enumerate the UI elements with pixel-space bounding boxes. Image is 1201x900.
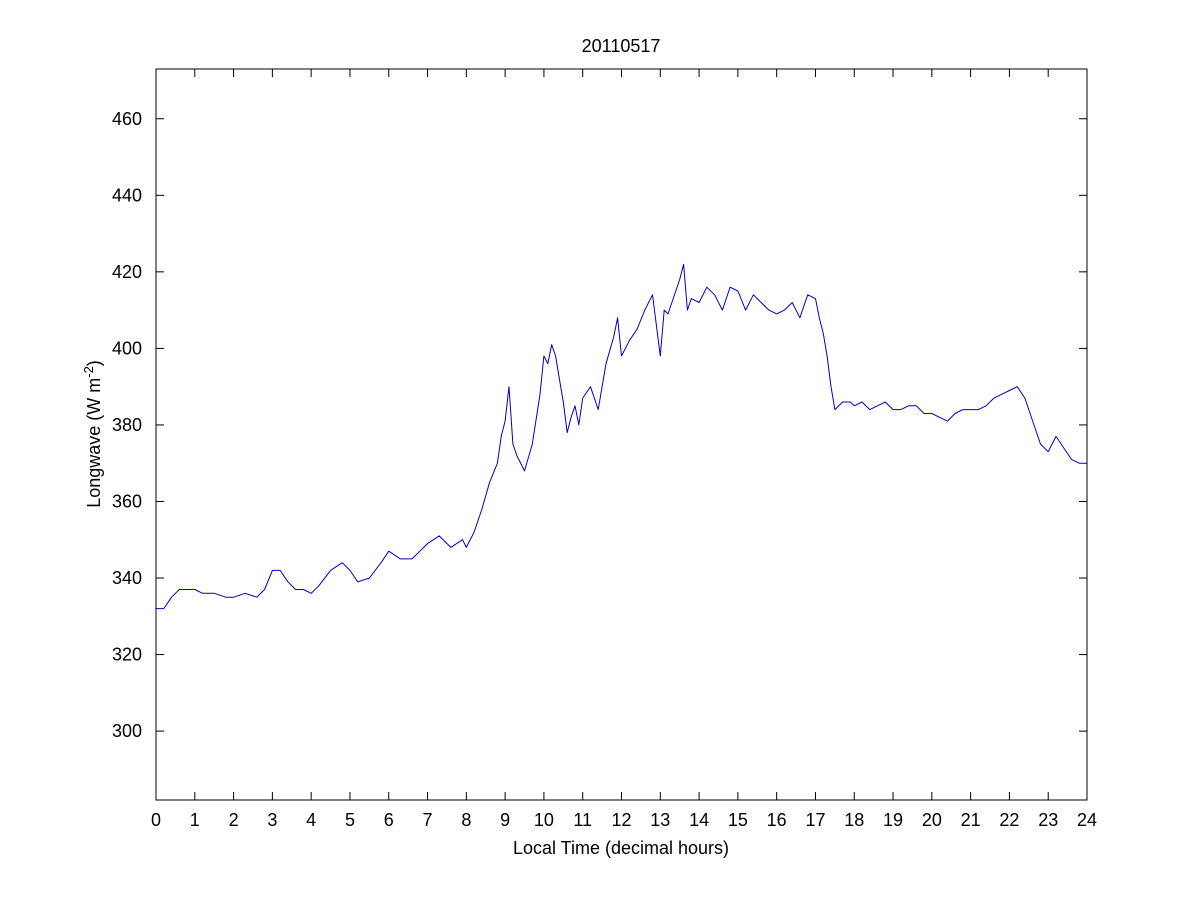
- ticks: 0 1 2 3 4 5 6 7 8 9 10 11 12 13 14 15 16 17 18 19 20 21 22 23 24…: [112, 69, 1097, 830]
- x-axis-label: Local Time (decimal hours): [513, 838, 729, 858]
- x-tick-label: 17: [805, 810, 825, 830]
- x-tick-label: 6: [384, 810, 394, 830]
- x-tick-label: 18: [844, 810, 864, 830]
- y-axis-label-close: ): [84, 360, 104, 366]
- x-tick-label: 12: [611, 810, 631, 830]
- y-axis-label: Longwave (W m-2): [81, 360, 104, 508]
- y-tick-label: 340: [112, 568, 142, 588]
- x-tick-label: 3: [267, 810, 277, 830]
- x-tick-label: 8: [461, 810, 471, 830]
- x-tick-label: 14: [689, 810, 709, 830]
- y-tick-label: 460: [112, 109, 142, 129]
- y-tick-label: 360: [112, 491, 142, 511]
- y-tick-label: 320: [112, 645, 142, 665]
- y-tick-label: 420: [112, 262, 142, 282]
- x-tick-label: 2: [229, 810, 239, 830]
- y-axis-label-superscript: -2: [81, 366, 96, 378]
- x-tick-label: 1: [190, 810, 200, 830]
- plot-frame: [155, 68, 1088, 801]
- x-tick-label: 9: [500, 810, 510, 830]
- x-tick-label: 23: [1038, 810, 1058, 830]
- x-tick-label: 19: [883, 810, 903, 830]
- y-tick-label: 440: [112, 185, 142, 205]
- x-tick-label: 24: [1077, 810, 1097, 830]
- y-axis-label-main: Longwave (W m: [84, 378, 104, 508]
- x-tick-label: 16: [767, 810, 787, 830]
- x-tick-label: 20: [922, 810, 942, 830]
- x-tick-label: 11: [573, 810, 592, 830]
- y-tick-label: 400: [112, 338, 142, 358]
- series-layer: [156, 263, 1087, 610]
- x-tick-label: 0: [151, 810, 161, 830]
- x-tick-label: 22: [999, 810, 1019, 830]
- x-tick-label: 15: [728, 810, 748, 830]
- y-tick-label: 380: [112, 415, 142, 435]
- x-tick-label: 5: [345, 810, 355, 830]
- series-line-0: [156, 263, 1087, 610]
- x-tick-label: 21: [961, 810, 981, 830]
- x-tick-label: 10: [534, 810, 554, 830]
- y-tick-label: 300: [112, 721, 142, 741]
- chart-title: 20110517: [582, 36, 661, 56]
- x-tick-label: 4: [306, 810, 316, 830]
- x-tick-label: 7: [423, 810, 433, 830]
- x-tick-label: 13: [650, 810, 670, 830]
